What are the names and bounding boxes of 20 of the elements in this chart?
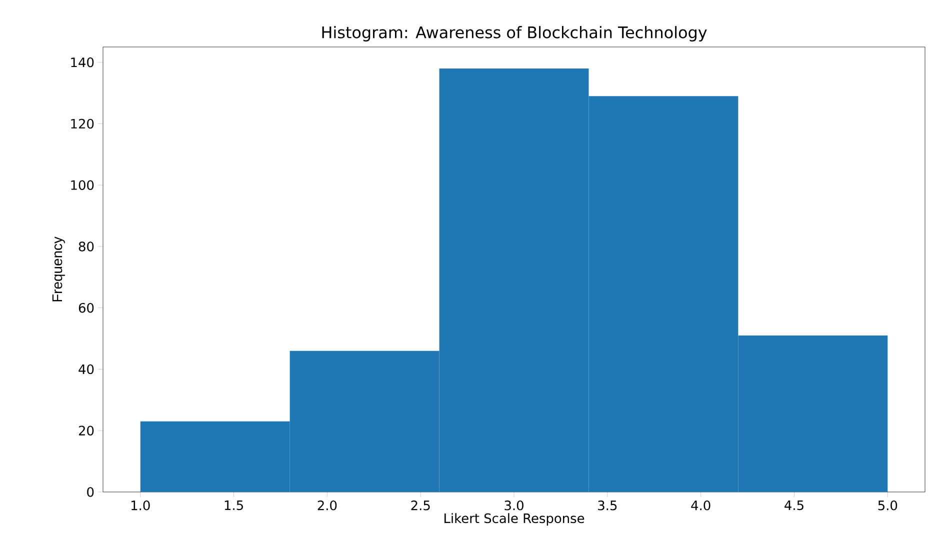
chart-title: Histogram: Awareness of Blockchain Technology [322, 26, 707, 42]
x-tick-label: 3.0 [504, 500, 524, 510]
y-tick-label: 20 [78, 426, 94, 436]
x-tick-label: 4.5 [784, 500, 804, 510]
x-tick-label: 5.0 [878, 500, 898, 510]
x-axis-title: Likert Scale Response [444, 513, 584, 526]
y-tick-label: 40 [78, 364, 94, 374]
x-tick-label: 1.5 [224, 500, 243, 510]
y-tick-label: 0 [87, 487, 94, 497]
x-tick-label: 4.0 [691, 500, 710, 510]
y-tick-label: 100 [71, 180, 94, 190]
x-tick-label: 2.5 [411, 500, 430, 510]
x-tick-label: 2.0 [318, 500, 337, 510]
x-tick-label: 1.0 [131, 500, 150, 510]
x-tick-label: 3.5 [598, 500, 617, 510]
y-axis-title: Frequency [52, 236, 65, 302]
y-tick-label: 120 [71, 118, 94, 129]
y-tick-label: 80 [78, 242, 94, 252]
y-tick-label: 60 [78, 302, 94, 313]
y-tick-label: 140 [71, 57, 94, 68]
